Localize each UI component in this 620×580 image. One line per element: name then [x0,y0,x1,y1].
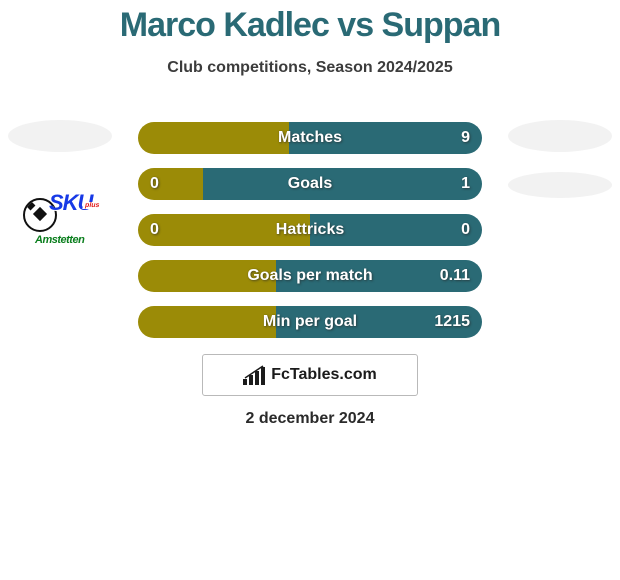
stat-bar: Hattricks 0 0 [138,214,482,246]
date-label: 2 december 2024 [0,410,620,428]
stat-bar-left-segment [138,306,276,338]
club-left-badge: SKU plus Amstetten [17,172,103,258]
stat-bar-right-value: 0 [461,214,470,246]
stat-bar-right-value: 1215 [434,306,470,338]
stat-bar-label: Hattricks [276,214,344,246]
stat-bar-label: Matches [278,122,342,154]
stat-bar-left-segment [138,168,203,200]
brand-box: FcTables.com [202,354,418,396]
comparison-widget: Marco Kadlec vs Suppan Club competitions… [0,0,620,77]
club-right-avatar [508,172,612,198]
stat-bar-label: Goals per match [247,260,372,292]
stat-bar-right-segment [203,168,482,200]
stat-bars: Matches 9 Goals 0 1 Hattricks 0 0 Goals per matc… [138,122,482,338]
club-badge-line2: Amstetten [35,234,84,246]
bar-chart-icon [243,365,265,385]
stat-bar-left-value: 0 [150,168,159,200]
right-avatars [508,120,612,198]
player-left-avatar [8,120,112,152]
stat-bar-right-value: 0.11 [440,260,470,292]
stat-bar: Goals 0 1 [138,168,482,200]
club-badge-graphic: SKU plus Amstetten [25,188,95,242]
page-title: Marco Kadlec vs Suppan [0,0,620,47]
stat-bar-left-value: 0 [150,214,159,246]
stat-bar-left-segment [138,122,289,154]
stat-bar: Goals per match 0.11 [138,260,482,292]
stat-bar: Matches 9 [138,122,482,154]
page-subtitle: Club competitions, Season 2024/2025 [0,59,620,77]
club-badge-plus: plus [82,202,102,209]
stat-bar-right-value: 9 [461,122,470,154]
brand-label: FcTables.com [271,366,377,384]
stat-bar-label: Min per goal [263,306,357,338]
stat-bar-label: Goals [288,168,332,200]
stat-bar: Min per goal 1215 [138,306,482,338]
player-right-avatar [508,120,612,152]
stat-bar-right-value: 1 [461,168,470,200]
left-avatars: SKU plus Amstetten [8,120,112,258]
